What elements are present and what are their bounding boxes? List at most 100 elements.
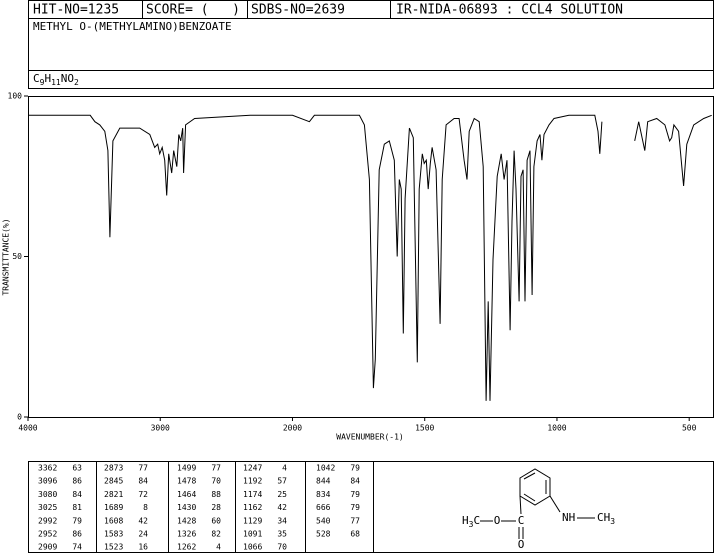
peak-wavenumber: 1162 <box>243 503 262 512</box>
y-axis-label: TRANSMITTANCE(%) <box>2 218 11 295</box>
double-bond <box>523 472 536 480</box>
peak-wavenumber: 1523 <box>104 543 123 552</box>
header-box <box>28 0 714 89</box>
peak-transmittance: 74 <box>72 543 82 552</box>
peak-wavenumber: 3080 <box>38 490 57 499</box>
peak-wavenumber: 844 <box>316 477 331 486</box>
atom-label: O <box>494 514 501 527</box>
peak-transmittance: 42 <box>277 503 287 512</box>
peak-transmittance: 42 <box>138 516 148 525</box>
peak-transmittance: 8 <box>143 503 148 512</box>
peak-transmittance: 16 <box>138 543 148 552</box>
peak-transmittance: 84 <box>350 477 360 486</box>
peak-transmittance: 68 <box>350 530 360 539</box>
x-tick-label: 4000 <box>18 424 37 433</box>
y-tick-label: 0 <box>17 413 22 422</box>
atom-label: CH3 <box>597 511 615 526</box>
peak-transmittance: 4 <box>282 464 287 473</box>
hit-no: HIT-NO=1235 <box>33 3 119 18</box>
peak-wavenumber: 3025 <box>38 503 57 512</box>
peak-transmittance: 84 <box>138 477 148 486</box>
peak-wavenumber: 1129 <box>243 516 262 525</box>
peak-transmittance: 35 <box>277 530 287 539</box>
peak-transmittance: 57 <box>277 477 287 486</box>
plot-frame <box>28 96 714 418</box>
peak-transmittance: 34 <box>277 516 287 525</box>
peak-wavenumber: 1428 <box>177 516 196 525</box>
peak-transmittance: 4 <box>216 543 221 552</box>
method: IR-NIDA-06893 : CCL4 SOLUTION <box>396 3 623 18</box>
peak-wavenumber: 1689 <box>104 503 123 512</box>
bond <box>519 495 522 515</box>
peak-transmittance: 77 <box>350 516 360 525</box>
formula: C9H11NO2 <box>33 72 79 87</box>
compound-name: METHYL O-(METHYLAMINO)BENZOATE <box>33 20 232 33</box>
peak-wavenumber: 1247 <box>243 464 262 473</box>
atom-label: O <box>518 538 525 551</box>
peak-transmittance: 70 <box>211 477 221 486</box>
peak-wavenumber: 3096 <box>38 477 57 486</box>
peak-transmittance: 82 <box>211 530 221 539</box>
peak-wavenumber: 1430 <box>177 503 196 512</box>
peak-wavenumber: 1464 <box>177 490 196 499</box>
peak-table-box <box>28 461 714 553</box>
peak-wavenumber: 3362 <box>38 464 57 473</box>
peak-wavenumber: 2873 <box>104 464 123 473</box>
peak-transmittance: 86 <box>72 530 82 539</box>
peak-transmittance: 25 <box>277 490 287 499</box>
peak-transmittance: 79 <box>350 464 360 473</box>
peak-wavenumber: 834 <box>316 490 331 499</box>
peak-wavenumber: 1499 <box>177 464 196 473</box>
peak-transmittance: 77 <box>211 464 221 473</box>
y-tick-label: 100 <box>8 92 23 101</box>
peak-transmittance: 77 <box>138 464 148 473</box>
structure: H3C O C O NH CH3 <box>462 468 615 551</box>
score: SCORE= ( ) <box>146 3 240 18</box>
peak-transmittance: 79 <box>72 516 82 525</box>
peak-wavenumber: 666 <box>316 503 331 512</box>
peak-wavenumber: 2909 <box>38 543 57 552</box>
x-tick-label: 2000 <box>283 424 302 433</box>
peak-transmittance: 63 <box>72 464 82 473</box>
spectrum-line <box>28 114 712 401</box>
peak-wavenumber: 540 <box>316 516 331 525</box>
peak-wavenumber: 1042 <box>316 464 335 473</box>
atom-label: C <box>518 514 525 527</box>
atom-label: H3C <box>462 514 480 529</box>
peak-wavenumber: 1091 <box>243 530 262 539</box>
peak-wavenumber: 1066 <box>243 543 262 552</box>
peak-transmittance: 72 <box>138 490 148 499</box>
x-tick-label: 3000 <box>151 424 170 433</box>
peak-transmittance: 70 <box>277 543 287 552</box>
peak-wavenumber: 1326 <box>177 530 196 539</box>
peak-wavenumber: 1608 <box>104 516 123 525</box>
peak-transmittance: 81 <box>72 503 82 512</box>
atom-label: NH <box>562 511 575 524</box>
peak-transmittance: 28 <box>211 503 221 512</box>
peak-wavenumber: 2992 <box>38 516 57 525</box>
peak-transmittance: 60 <box>211 516 221 525</box>
x-axis-label: WAVENUMBER(-1) <box>336 433 403 442</box>
peak-transmittance: 88 <box>211 490 221 499</box>
peak-wavenumber: 1174 <box>243 490 262 499</box>
peak-wavenumber: 1262 <box>177 543 196 552</box>
peak-wavenumber: 1192 <box>243 477 262 486</box>
y-tick-label: 50 <box>12 252 22 261</box>
x-tick-label: 1000 <box>547 424 566 433</box>
peak-transmittance: 24 <box>138 530 148 539</box>
peak-wavenumber: 1478 <box>177 477 196 486</box>
peak-transmittance: 86 <box>72 477 82 486</box>
peak-transmittance: 84 <box>72 490 82 499</box>
double-bond <box>523 493 536 502</box>
peak-wavenumber: 2845 <box>104 477 123 486</box>
sdbs-no: SDBS-NO=2639 <box>251 3 345 18</box>
peak-wavenumber: 528 <box>316 530 331 539</box>
bond <box>549 495 561 513</box>
x-tick-label: 1500 <box>415 424 434 433</box>
peak-wavenumber: 2821 <box>104 490 123 499</box>
peak-wavenumber: 2952 <box>38 530 57 539</box>
x-tick-label: 500 <box>682 424 697 433</box>
peak-transmittance: 79 <box>350 490 360 499</box>
